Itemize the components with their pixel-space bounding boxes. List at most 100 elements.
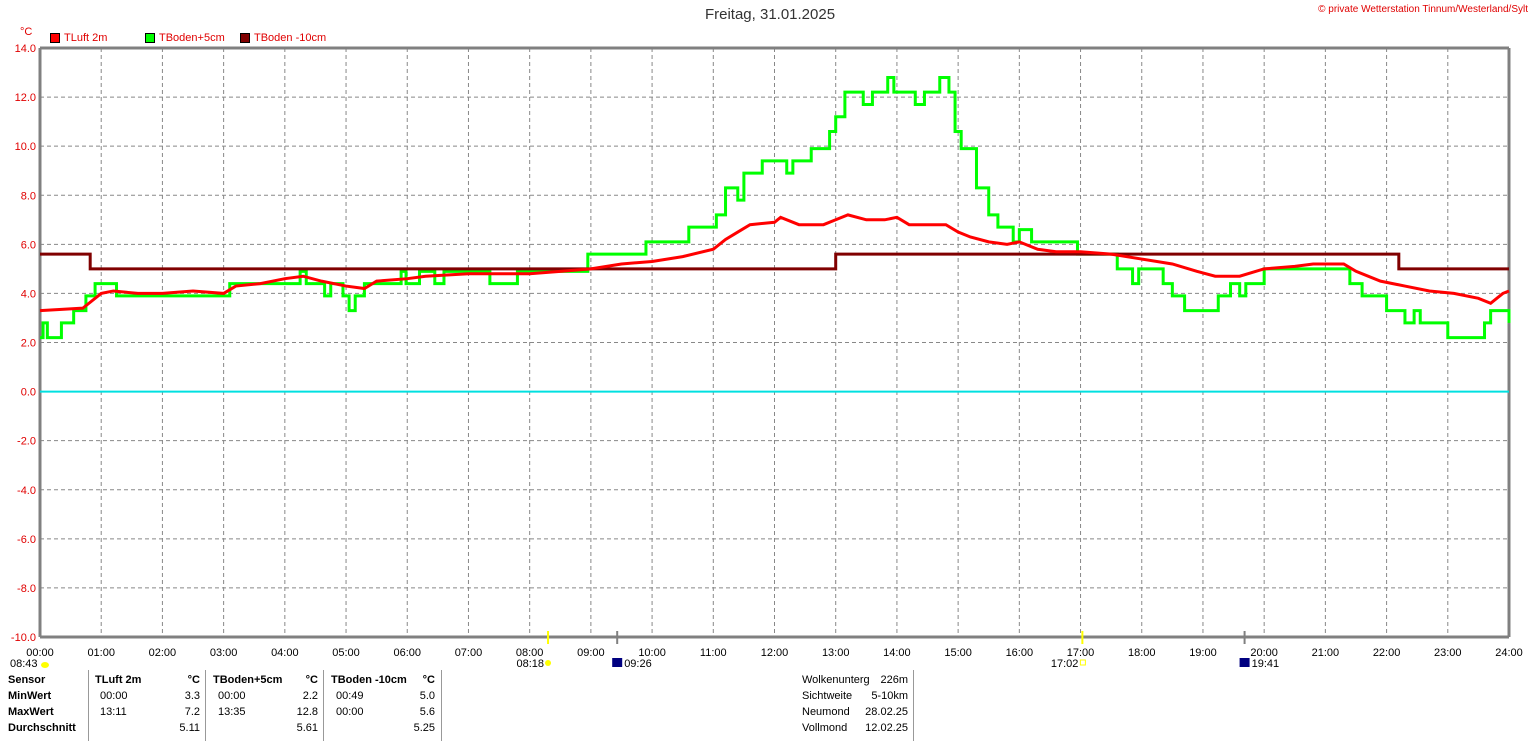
- stats-header-sensor: Sensor: [8, 674, 46, 686]
- y-tick-label: 4.0: [21, 288, 36, 300]
- x-tick-label: 15:00: [944, 647, 972, 659]
- legend-tboden10: TBoden -10cm: [240, 32, 326, 44]
- x-tick-label: 02:00: [149, 647, 177, 659]
- stats-row-label: MinWert: [8, 690, 52, 702]
- stats-column-1: TLuft 2m °C 00:00 3.3 13:11 7.2 5.11: [95, 672, 200, 736]
- stats-time: 13:35: [218, 706, 246, 718]
- x-tick-label: 09:00: [577, 647, 605, 659]
- info-value: 226m: [880, 674, 908, 686]
- legend-swatch: [240, 33, 250, 43]
- x-tick-label: 04:00: [271, 647, 299, 659]
- divider: [205, 670, 206, 741]
- chart-title: Freitag, 31.01.2025: [704, 6, 836, 23]
- info-label: Neumond: [802, 706, 850, 718]
- info-panel: Wolkenunterg 226m Sichtweite 5-10km Neumond 2…: [802, 672, 908, 736]
- info-row: Sichtweite 5-10km: [802, 688, 908, 704]
- x-tick-label: 07:00: [455, 647, 483, 659]
- stats-sensor-column: Sensor MinWert MaxWert Durchschnitt: [8, 672, 76, 736]
- sunset-time: 17:02: [1051, 658, 1079, 670]
- x-tick-label: 17:00: [1067, 647, 1095, 659]
- x-tick-label: 08:00: [516, 647, 544, 659]
- sunset-icon: [1079, 659, 1086, 666]
- stats-value: 5.6: [419, 706, 435, 718]
- stats-value: 5.61: [296, 722, 318, 734]
- info-row: Neumond 28.02.25: [802, 704, 908, 720]
- x-tick-label: 20:00: [1250, 647, 1278, 659]
- x-tick-label: 19:00: [1189, 647, 1217, 659]
- info-row: Vollmond 12.02.25: [802, 720, 908, 736]
- divider: [441, 670, 442, 741]
- y-tick-label: -10.0: [11, 632, 36, 644]
- series-line-tluft-2m: [39, 213, 1510, 313]
- stats-column-2: TBoden+5cm °C 00:00 2.2 13:35 12.8 5.61: [213, 672, 318, 736]
- sunrise-icon: [545, 660, 552, 666]
- stats-time: 00:49: [336, 690, 364, 702]
- y-tick-label: 6.0: [21, 239, 36, 251]
- stats-value: 12.8: [296, 706, 318, 718]
- x-tick-label: 00:00: [26, 647, 54, 659]
- divider: [323, 670, 324, 741]
- info-label: Vollmond: [802, 722, 848, 734]
- x-tick-label: 01:00: [87, 647, 115, 659]
- stats-time: 00:00: [100, 690, 128, 702]
- x-tick-label: 10:00: [638, 647, 666, 659]
- legend-tluft: TLuft 2m: [50, 32, 107, 44]
- stats-row-label: Durchschnitt: [8, 722, 76, 734]
- info-value: 28.02.25: [865, 706, 908, 718]
- stats-value: 3.3: [184, 690, 200, 702]
- moonset-icon: [1239, 658, 1250, 667]
- y-tick-label: 14.0: [15, 43, 36, 55]
- moonrise-time: 09:26: [624, 658, 652, 670]
- stats-time: 13:11: [100, 706, 127, 718]
- x-tick-label: 22:00: [1373, 647, 1401, 659]
- series-line-tboden-10cm: [40, 252, 1509, 271]
- stats-unit: °C: [187, 674, 200, 686]
- x-tick-label: 11:00: [700, 647, 727, 659]
- x-tick-label: 16:00: [1006, 647, 1034, 659]
- stats-value: 5.11: [179, 722, 200, 734]
- x-tick-label: 23:00: [1434, 647, 1462, 659]
- divider: [913, 670, 914, 741]
- copyright: © private Wetterstation Tinnum/Westerlan…: [1318, 4, 1528, 15]
- stats-header: TLuft 2m: [95, 674, 142, 686]
- stats-value: 7.2: [184, 706, 200, 718]
- legend-label: TLuft 2m: [64, 32, 108, 44]
- daylight-duration: 08:43: [10, 658, 38, 670]
- x-tick-label: 14:00: [883, 647, 911, 659]
- x-tick-label: 13:00: [822, 647, 850, 659]
- stats-time: 00:00: [218, 690, 246, 702]
- info-value: 12.02.25: [865, 722, 908, 734]
- x-tick-label: 21:00: [1312, 647, 1340, 659]
- y-tick-label: 10.0: [15, 141, 36, 153]
- stats-unit: °C: [305, 674, 318, 686]
- legend-label: TBoden+5cm: [159, 32, 225, 44]
- stats-column-3: TBoden -10cm °C 00:49 5.0 00:00 5.6 5.25: [331, 672, 435, 736]
- info-value: 5-10km: [871, 690, 908, 702]
- x-tick-label: 24:00: [1495, 647, 1523, 659]
- y-tick-label: 12.0: [15, 92, 36, 104]
- y-tick-label: 8.0: [21, 190, 36, 202]
- y-tick-label: -8.0: [17, 583, 36, 595]
- x-tick-label: 12:00: [761, 647, 789, 659]
- stats-value: 5.0: [419, 690, 435, 702]
- stats-row-label: MaxWert: [8, 706, 54, 718]
- x-tick-label: 03:00: [210, 647, 238, 659]
- info-label: Wolkenunterg: [802, 674, 870, 686]
- moonset-time: 19:41: [1252, 658, 1280, 670]
- info-label: Sichtweite: [802, 690, 853, 702]
- legend-swatch: [50, 33, 60, 43]
- stats-header: TBoden+5cm: [213, 674, 283, 686]
- stats-header: TBoden -10cm: [331, 674, 407, 686]
- stats-time: 00:00: [336, 706, 364, 718]
- x-tick-label: 05:00: [332, 647, 360, 659]
- y-tick-label: -4.0: [17, 485, 36, 497]
- y-unit-label: °C: [20, 26, 33, 38]
- x-tick-label: 18:00: [1128, 647, 1156, 659]
- y-tick-label: -6.0: [17, 534, 36, 546]
- legend-swatch: [145, 33, 155, 43]
- info-row: Wolkenunterg 226m: [802, 672, 908, 688]
- y-tick-label: 0.0: [21, 387, 36, 399]
- sunrise-time: 08:18: [516, 658, 544, 670]
- stats-unit: °C: [422, 674, 435, 686]
